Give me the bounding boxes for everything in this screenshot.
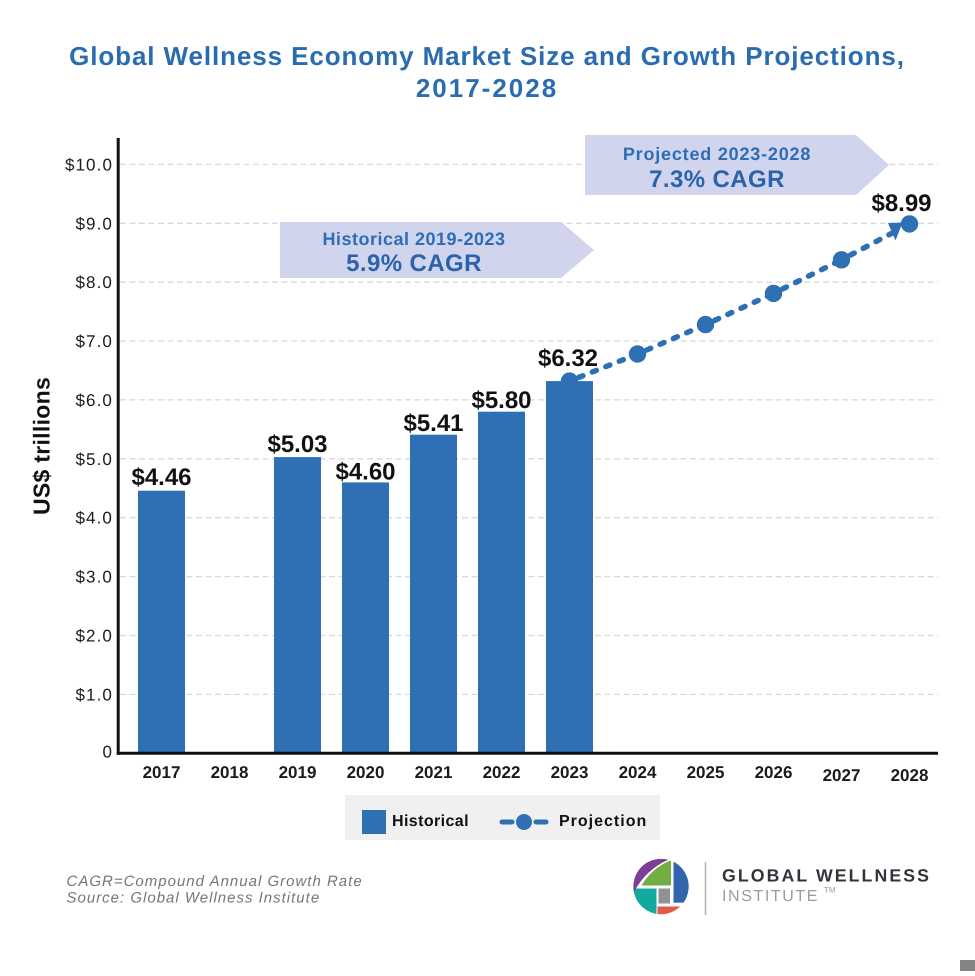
svg-text:2022: 2022	[483, 763, 521, 782]
svg-text:2017: 2017	[143, 763, 181, 782]
svg-text:$5.0: $5.0	[76, 450, 114, 469]
svg-text:Source: Global Wellness Instit: Source: Global Wellness Institute	[67, 890, 321, 907]
svg-text:Historical: Historical	[392, 813, 469, 830]
svg-text:2023: 2023	[551, 763, 589, 782]
svg-text:$5.03: $5.03	[267, 431, 327, 458]
svg-text:Historical 2019-2023: Historical 2019-2023	[322, 229, 505, 249]
svg-text:GLOBAL WELLNESS: GLOBAL WELLNESS	[722, 866, 931, 886]
svg-text:Global Wellness Economy Market: Global Wellness Economy Market Size and …	[69, 41, 905, 71]
svg-text:7.3% CAGR: 7.3% CAGR	[649, 166, 785, 193]
svg-text:$8.0: $8.0	[76, 273, 114, 292]
svg-text:CAGR=Compound Annual Growth Ra: CAGR=Compound Annual Growth Rate	[67, 873, 363, 890]
svg-text:$8.99: $8.99	[871, 190, 931, 217]
svg-text:2024: 2024	[619, 763, 657, 782]
svg-text:Projection: Projection	[559, 813, 647, 830]
svg-text:2021: 2021	[415, 763, 453, 782]
svg-text:$3.0: $3.0	[76, 568, 114, 587]
svg-text:2027: 2027	[823, 766, 861, 785]
svg-text:5.9% CAGR: 5.9% CAGR	[346, 250, 482, 277]
svg-text:$6.32: $6.32	[538, 345, 598, 372]
svg-text:2020: 2020	[347, 763, 385, 782]
svg-text:$7.0: $7.0	[76, 332, 114, 351]
svg-text:2026: 2026	[755, 763, 793, 782]
svg-text:TM: TM	[824, 886, 836, 895]
svg-text:2017-2028: 2017-2028	[416, 73, 558, 103]
svg-text:0: 0	[102, 742, 113, 761]
svg-text:$5.41: $5.41	[403, 410, 463, 437]
svg-text:2025: 2025	[687, 763, 725, 782]
svg-text:2028: 2028	[891, 766, 929, 785]
svg-text:Projected 2023-2028: Projected 2023-2028	[623, 144, 811, 164]
svg-text:$1.0: $1.0	[76, 685, 114, 704]
svg-text:$9.0: $9.0	[76, 214, 114, 233]
svg-text:$5.80: $5.80	[471, 387, 531, 414]
svg-text:$4.0: $4.0	[76, 509, 114, 528]
svg-text:$4.60: $4.60	[335, 459, 395, 486]
svg-text:$6.0: $6.0	[76, 391, 114, 410]
svg-text:$4.46: $4.46	[131, 464, 191, 491]
svg-text:$2.0: $2.0	[76, 627, 114, 646]
svg-text:2019: 2019	[279, 763, 317, 782]
svg-text:2018: 2018	[211, 763, 249, 782]
svg-text:INSTITUTE: INSTITUTE	[722, 888, 819, 905]
svg-text:US$ trillions: US$ trillions	[29, 377, 55, 515]
svg-text:$10.0: $10.0	[65, 155, 113, 174]
